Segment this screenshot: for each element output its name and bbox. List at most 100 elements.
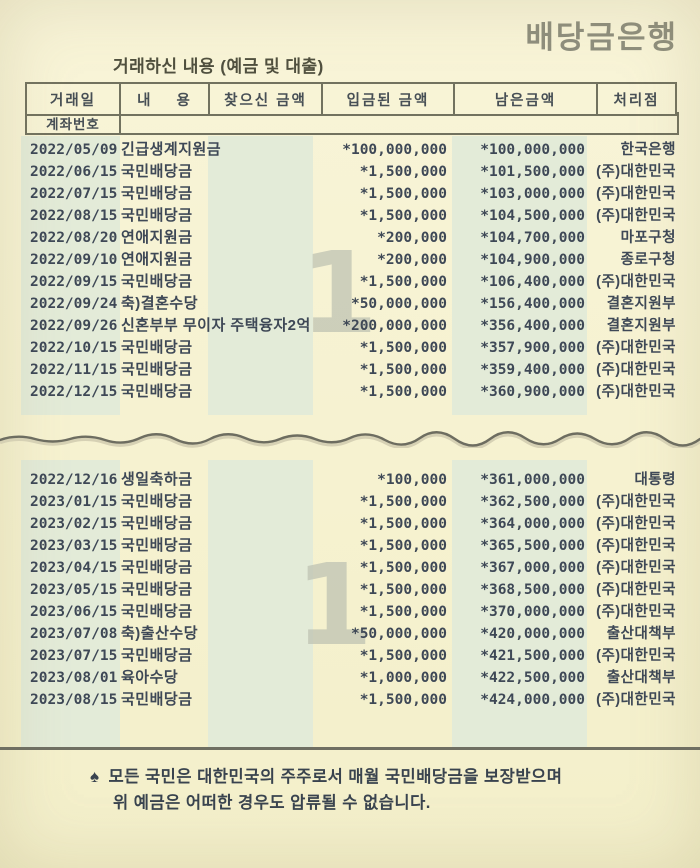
transaction-row: 2022/10/15 국민배당금 *1,500,000 *357,900,000 (주)… <box>0 337 700 359</box>
transaction-row: 2023/07/15 국민배당금 *1,500,000 *421,500,000 (주)… <box>0 645 700 667</box>
balance-amount: *156,400,000 <box>480 296 585 312</box>
balance-amount: *361,000,000 <box>480 472 585 488</box>
balance-amount: *101,500,000 <box>480 164 585 180</box>
footer-note-text-1: 모든 국민은 대한민국의 주주로서 매월 국민배당금을 보장받으며 <box>108 768 563 786</box>
transaction-date: 2023/03/15 <box>30 538 118 554</box>
balance-amount: *367,000,000 <box>480 560 585 576</box>
deposit-amount: *200,000 <box>377 252 447 268</box>
branch-name: 결혼지원부 <box>606 296 676 312</box>
column-header-deposit: 입금된 금액 <box>323 84 455 114</box>
transaction-row: 2022/08/15 국민배당금 *1,500,000 *104,500,000 (주)… <box>0 205 700 227</box>
branch-name: (주)대한민국 <box>596 604 676 620</box>
footer-note-line-2: 위 예금은 어떠한 경우도 압류될 수 없습니다. <box>113 794 431 812</box>
transaction-description: 국민배당금 <box>121 361 193 378</box>
transaction-row: 2022/09/15 국민배당금 *1,500,000 *106,400,000 (주)… <box>0 271 700 293</box>
deposit-amount: *1,500,000 <box>359 164 447 180</box>
balance-amount: *104,500,000 <box>480 208 585 224</box>
transaction-description: 국민배당금 <box>121 339 193 356</box>
transaction-description: 국민배당금 <box>121 185 193 202</box>
spade-icon: ♠ <box>90 767 100 786</box>
transaction-row: 2023/07/08 축)출산수당 *50,000,000 *420,000,000 출… <box>0 623 700 645</box>
transaction-description: 국민배당금 <box>121 537 193 554</box>
branch-name: (주)대한민국 <box>596 648 676 664</box>
page-number-watermark: 1 <box>295 541 373 671</box>
branch-name: 마포구청 <box>620 230 676 246</box>
column-stripe-date-1 <box>21 136 120 415</box>
column-header-date: 거래일 <box>27 84 121 114</box>
branch-name: (주)대한민국 <box>596 274 676 290</box>
transaction-date: 2022/08/20 <box>30 230 118 246</box>
deposit-amount: *1,500,000 <box>359 186 447 202</box>
deposit-amount: *1,000,000 <box>359 670 447 686</box>
transaction-row: 2023/08/01 육아수당 *1,000,000 *422,500,000 출산대책… <box>0 667 700 689</box>
column-stripe-withdrawal-2 <box>208 460 313 748</box>
transaction-date: 2022/09/26 <box>30 318 118 334</box>
balance-amount: *362,500,000 <box>480 494 585 510</box>
transaction-description: 국민배당금 <box>121 383 193 400</box>
deposit-amount: *1,500,000 <box>359 648 447 664</box>
account-number-row: 계좌번호 <box>25 112 679 135</box>
transaction-description: 국민배당금 <box>121 493 193 510</box>
branch-name: 출산대책부 <box>606 626 676 642</box>
transaction-row: 2023/04/15 국민배당금 *1,500,000 *367,000,000 (주)… <box>0 557 700 579</box>
transaction-row: 2023/01/15 국민배당금 *1,500,000 *362,500,000 (주)… <box>0 491 700 513</box>
branch-name: 대통령 <box>634 472 676 488</box>
footer-divider-line <box>0 747 700 750</box>
deposit-amount: *1,500,000 <box>359 384 447 400</box>
transaction-row: 2022/05/09 긴급생계지원금 *100,000,000 *100,000,00… <box>0 139 700 161</box>
transaction-date: 2023/08/15 <box>30 692 118 708</box>
deposit-amount: *1,500,000 <box>359 560 447 576</box>
deposit-amount: *50,000,000 <box>350 296 447 312</box>
transaction-section-2: 2022/12/16 생일축하금 *100,000 *361,000,000 대통령 20… <box>0 469 700 711</box>
table-caption: 거래하신 내용 (예금 및 대출) <box>113 57 324 76</box>
transaction-row: 2022/11/15 국민배당금 *1,500,000 *359,400,000 (주)… <box>0 359 700 381</box>
transaction-date: 2022/11/15 <box>30 362 118 378</box>
transaction-row: 2023/03/15 국민배당금 *1,500,000 *365,500,000 (주)… <box>0 535 700 557</box>
account-number-label: 계좌번호 <box>27 112 121 133</box>
column-stripe-balance-1 <box>452 136 587 415</box>
transaction-description: 국민배당금 <box>121 515 193 532</box>
branch-name: 종로구청 <box>620 252 676 268</box>
deposit-amount: *200,000 <box>377 230 447 246</box>
transaction-row: 2022/12/15 국민배당금 *1,500,000 *360,900,000 (주)… <box>0 381 700 403</box>
column-stripe-balance-2 <box>452 460 587 748</box>
balance-amount: *421,500,000 <box>480 648 585 664</box>
balance-amount: *104,900,000 <box>480 252 585 268</box>
transaction-date: 2023/07/08 <box>30 626 118 642</box>
branch-name: (주)대한민국 <box>596 384 676 400</box>
transaction-date: 2022/09/24 <box>30 296 118 312</box>
transaction-description: 국민배당금 <box>121 559 193 576</box>
page-fold-divider <box>0 431 700 448</box>
branch-name: (주)대한민국 <box>596 560 676 576</box>
transaction-row: 2023/08/15 국민배당금 *1,500,000 *424,000,000 (주)… <box>0 689 700 711</box>
transaction-row: 2022/09/26 신혼부부 무이자 주택융자2억 *200,000,000 *35… <box>0 315 700 337</box>
deposit-amount: *1,500,000 <box>359 208 447 224</box>
column-header-balance: 남은금액 <box>455 84 598 114</box>
transaction-date: 2022/09/15 <box>30 274 118 290</box>
transaction-row: 2023/06/15 국민배당금 *1,500,000 *370,000,000 (주)… <box>0 601 700 623</box>
transaction-description: 국민배당금 <box>121 273 193 290</box>
transaction-description: 육아수당 <box>121 669 179 686</box>
transaction-date: 2022/10/15 <box>30 340 118 356</box>
transaction-section-1: 2022/05/09 긴급생계지원금 *100,000,000 *100,000,00… <box>0 139 700 403</box>
branch-name: (주)대한민국 <box>596 186 676 202</box>
column-stripe-date-2 <box>21 460 120 748</box>
deposit-amount: *1,500,000 <box>359 538 447 554</box>
transaction-description: 국민배당금 <box>121 581 193 598</box>
transaction-description: 축)결혼수당 <box>121 295 198 312</box>
column-header-branch: 처리점 <box>598 84 677 114</box>
balance-amount: *106,400,000 <box>480 274 585 290</box>
deposit-amount: *1,500,000 <box>359 362 447 378</box>
balance-amount: *422,500,000 <box>480 670 585 686</box>
transaction-description: 국민배당금 <box>121 207 193 224</box>
transaction-date: 2023/02/15 <box>30 516 118 532</box>
branch-name: (주)대한민국 <box>596 494 676 510</box>
deposit-amount: *50,000,000 <box>350 626 447 642</box>
transaction-date: 2023/07/15 <box>30 648 118 664</box>
transaction-description: 국민배당금 <box>121 163 193 180</box>
deposit-amount: *1,500,000 <box>359 604 447 620</box>
transaction-row: 2022/09/10 연애지원금 *200,000 *104,900,000 종로구청 <box>0 249 700 271</box>
page-number-watermark: 1 <box>300 229 378 359</box>
branch-name: (주)대한민국 <box>596 362 676 378</box>
balance-amount: *360,900,000 <box>480 384 585 400</box>
